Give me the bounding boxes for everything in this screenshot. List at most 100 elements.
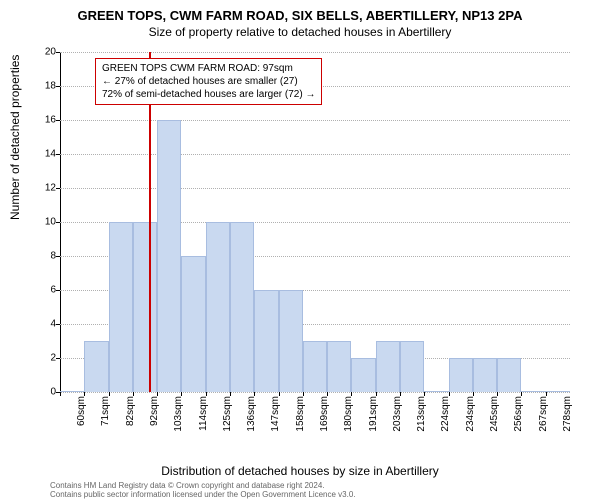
xtick-label: 136sqm [246,396,257,446]
xtick-mark [351,392,352,396]
xtick-mark [206,392,207,396]
xtick-label: 114sqm [198,396,209,446]
xtick-mark [279,392,280,396]
histogram-bar [546,391,570,392]
xtick-mark [449,392,450,396]
y-axis-label: Number of detached properties [8,55,22,220]
ytick-mark [56,358,60,359]
histogram-bar [84,341,108,392]
xtick-label: 256sqm [513,396,524,446]
ytick-mark [56,154,60,155]
xtick-label: 213sqm [416,396,427,446]
histogram-bar [279,290,303,392]
xtick-mark [303,392,304,396]
histogram-bar [303,341,327,392]
xtick-label: 278sqm [562,396,573,446]
xtick-mark [254,392,255,396]
xtick-mark [230,392,231,396]
histogram-bar [497,358,521,392]
ytick-label: 12 [26,183,56,194]
histogram-bar [254,290,278,392]
footer-attribution: Contains HM Land Registry data © Crown c… [50,481,356,500]
xtick-label: 245sqm [489,396,500,446]
xtick-label: 158sqm [295,396,306,446]
histogram-bar [181,256,205,392]
xtick-label: 203sqm [392,396,403,446]
chart-title: GREEN TOPS, CWM FARM ROAD, SIX BELLS, AB… [0,0,600,23]
ytick-label: 8 [26,251,56,262]
grid-line [60,154,570,155]
histogram-bar [60,391,84,392]
xtick-mark [473,392,474,396]
xtick-label: 169sqm [319,396,330,446]
ytick-mark [56,324,60,325]
xtick-label: 71sqm [100,396,111,446]
xtick-mark [424,392,425,396]
xtick-label: 234sqm [465,396,476,446]
xtick-mark [133,392,134,396]
xtick-mark [109,392,110,396]
histogram-bar [327,341,351,392]
ytick-mark [56,188,60,189]
footer-line1: Contains HM Land Registry data © Crown c… [50,481,356,491]
ytick-label: 0 [26,387,56,398]
xtick-label: 267sqm [538,396,549,446]
histogram-bar [109,222,133,392]
ytick-label: 14 [26,149,56,160]
ytick-label: 18 [26,81,56,92]
grid-line [60,188,570,189]
histogram-bar [400,341,424,392]
footer-line2: Contains public sector information licen… [50,490,356,500]
xtick-label: 224sqm [440,396,451,446]
grid-line [60,392,570,393]
xtick-mark [157,392,158,396]
histogram-bar [376,341,400,392]
histogram-bar [206,222,230,392]
ytick-mark [56,222,60,223]
xtick-mark [327,392,328,396]
ytick-mark [56,120,60,121]
xtick-label: 191sqm [368,396,379,446]
xtick-mark [181,392,182,396]
xtick-mark [84,392,85,396]
xtick-mark [546,392,547,396]
annotation-line: ← 27% of detached houses are smaller (27… [102,75,315,88]
xtick-mark [521,392,522,396]
histogram-bar [157,120,181,392]
ytick-label: 10 [26,217,56,228]
grid-line [60,120,570,121]
histogram-bar [424,391,448,392]
histogram-bar [473,358,497,392]
chart-container: GREEN TOPS, CWM FARM ROAD, SIX BELLS, AB… [0,0,600,500]
ytick-label: 2 [26,353,56,364]
annotation-box: GREEN TOPS CWM FARM ROAD: 97sqm← 27% of … [95,58,322,105]
histogram-bar [133,222,157,392]
xtick-label: 125sqm [222,396,233,446]
chart-subtitle: Size of property relative to detached ho… [0,23,600,39]
xtick-mark [60,392,61,396]
xtick-label: 180sqm [343,396,354,446]
xtick-mark [400,392,401,396]
ytick-label: 16 [26,115,56,126]
ytick-mark [56,256,60,257]
xtick-mark [376,392,377,396]
histogram-bar [351,358,375,392]
xtick-label: 82sqm [125,396,136,446]
ytick-mark [56,86,60,87]
annotation-line: 72% of semi-detached houses are larger (… [102,88,315,101]
histogram-bar [521,391,545,392]
ytick-label: 6 [26,285,56,296]
xtick-mark [497,392,498,396]
ytick-mark [56,52,60,53]
xtick-label: 147sqm [270,396,281,446]
xtick-label: 103sqm [173,396,184,446]
plot-area: GREEN TOPS CWM FARM ROAD: 97sqm← 27% of … [60,52,570,392]
xtick-label: 92sqm [149,396,160,446]
x-axis-label: Distribution of detached houses by size … [0,464,600,478]
ytick-mark [56,290,60,291]
annotation-line: GREEN TOPS CWM FARM ROAD: 97sqm [102,62,315,75]
ytick-label: 20 [26,47,56,58]
ytick-label: 4 [26,319,56,330]
grid-line [60,52,570,53]
xtick-label: 60sqm [76,396,87,446]
